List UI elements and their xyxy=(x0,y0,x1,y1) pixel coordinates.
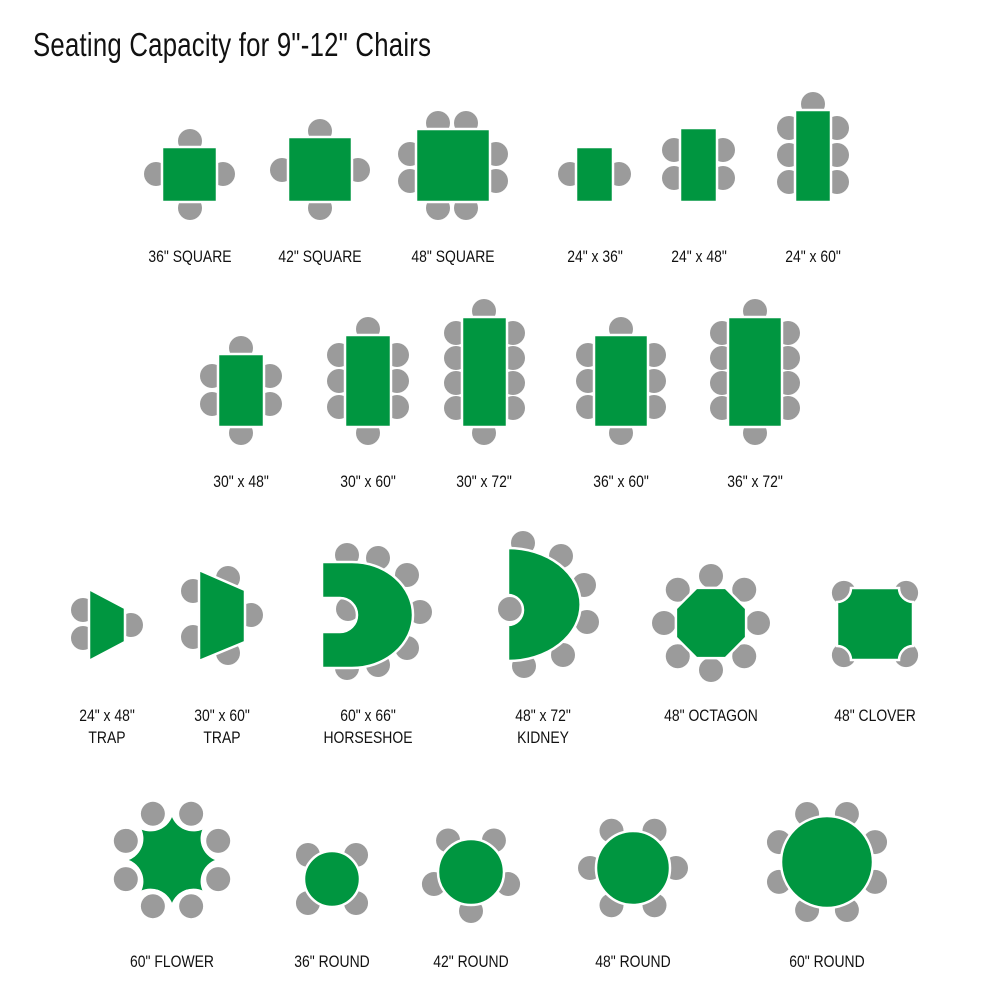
table-label: KIDNEY xyxy=(517,729,569,748)
chair-icon xyxy=(113,867,138,892)
table-group: 60" ROUND xyxy=(766,801,888,972)
chair-icon xyxy=(206,867,231,892)
table-round xyxy=(779,814,875,910)
chair-icon xyxy=(395,563,419,587)
table-group: 24" x 48" TRAP xyxy=(71,586,143,748)
table-round xyxy=(436,837,506,907)
table-rectangle xyxy=(793,108,833,204)
table-label: HORSESHOE xyxy=(324,729,413,748)
table-round xyxy=(594,829,672,907)
page-title: Seating Capacity for 9"-12" Chairs xyxy=(33,26,432,63)
table-label: 60" ROUND xyxy=(789,953,864,972)
chair-icon xyxy=(498,597,522,621)
table-group: 42" ROUND xyxy=(421,828,521,972)
table-square xyxy=(414,127,492,204)
table-group: 24" x 48" xyxy=(662,126,735,267)
table-group: 42" SQUARE xyxy=(270,119,370,266)
table-group: 24" x 36" xyxy=(558,145,631,267)
chair-icon xyxy=(665,577,690,602)
table-trapezoid xyxy=(197,568,247,663)
table-label: 24" x 60" xyxy=(785,248,841,267)
table-label: 48" x 72" xyxy=(515,707,571,726)
table-label: 30" x 60" xyxy=(194,707,250,726)
table-group: 60" x 66" HORSESHOE xyxy=(320,543,432,748)
chair-icon xyxy=(575,610,599,634)
chair-icon xyxy=(206,828,231,853)
table-label: 30" x 48" xyxy=(213,473,269,492)
table-square xyxy=(286,135,354,204)
table-group: 30" x 48" xyxy=(200,336,282,491)
table-trapezoid xyxy=(87,586,127,664)
table-label: 36" x 60" xyxy=(593,473,649,492)
table-label: 42" ROUND xyxy=(433,953,508,972)
table-rectangle xyxy=(343,333,393,429)
table-label: 48" SQUARE xyxy=(411,248,494,267)
table-group: 36" x 72" xyxy=(710,299,800,491)
table-group: 30" x 60" TRAP xyxy=(181,566,263,747)
chair-icon xyxy=(746,611,770,635)
table-octagon xyxy=(674,586,748,660)
chair-icon xyxy=(652,611,676,635)
table-label: TRAP xyxy=(88,729,125,748)
table-label: 24" x 48" xyxy=(671,248,727,267)
chair-icon xyxy=(140,801,165,826)
chair-icon xyxy=(699,658,723,682)
table-group: 30" x 60" xyxy=(327,317,409,491)
table-group: 48" SQUARE xyxy=(398,111,508,266)
chair-icon xyxy=(113,828,138,853)
table-label: 36" SQUARE xyxy=(148,248,231,267)
chair-icon xyxy=(732,577,757,602)
table-group: 48" ROUND xyxy=(578,818,688,972)
table-rectangle xyxy=(678,126,719,204)
table-group: 36" ROUND xyxy=(294,842,370,972)
table-rectangle xyxy=(460,315,509,429)
table-group: 48" x 72" KIDNEY xyxy=(498,531,599,747)
table-square xyxy=(160,145,219,204)
table-group: 30" x 72" xyxy=(444,299,525,491)
table-group: 48" OCTAGON xyxy=(652,564,770,725)
table-rectangle xyxy=(592,333,650,429)
table-label: 36" x 72" xyxy=(727,473,783,492)
table-rectangle xyxy=(216,352,266,429)
table-rectangle xyxy=(726,315,784,429)
table-group: 60" FLOWER xyxy=(113,801,231,972)
chair-icon xyxy=(732,644,757,669)
table-clover xyxy=(835,586,915,662)
table-label: 30" x 60" xyxy=(340,473,396,492)
chair-icon xyxy=(551,643,575,667)
table-label: 36" ROUND xyxy=(294,953,369,972)
table-label: 60" x 66" xyxy=(340,707,396,726)
table-label: 48" OCTAGON xyxy=(664,707,758,726)
table-horseshoe xyxy=(320,560,415,670)
table-label: 24" x 48" xyxy=(79,707,135,726)
table-kidney xyxy=(506,546,582,663)
chair-icon xyxy=(179,894,204,919)
chair-icon xyxy=(699,564,723,588)
table-group: 36" x 60" xyxy=(576,317,666,491)
table-rectangle xyxy=(574,145,615,204)
table-label: 24" x 36" xyxy=(567,248,623,267)
table-round xyxy=(302,849,362,909)
table-label: 48" CLOVER xyxy=(834,707,916,726)
table-label: 48" ROUND xyxy=(595,953,670,972)
table-label: 42" SQUARE xyxy=(278,248,361,267)
table-label: 30" x 72" xyxy=(456,473,512,492)
table-label: 60" FLOWER xyxy=(130,953,214,972)
chair-icon xyxy=(179,801,204,826)
table-group: 36" SQUARE xyxy=(144,129,235,266)
table-flower xyxy=(124,812,220,908)
table-group: 48" CLOVER xyxy=(831,580,919,726)
table-label: TRAP xyxy=(203,729,240,748)
chair-icon xyxy=(140,894,165,919)
chair-icon xyxy=(665,644,690,669)
table-group: 24" x 60" xyxy=(777,92,849,266)
